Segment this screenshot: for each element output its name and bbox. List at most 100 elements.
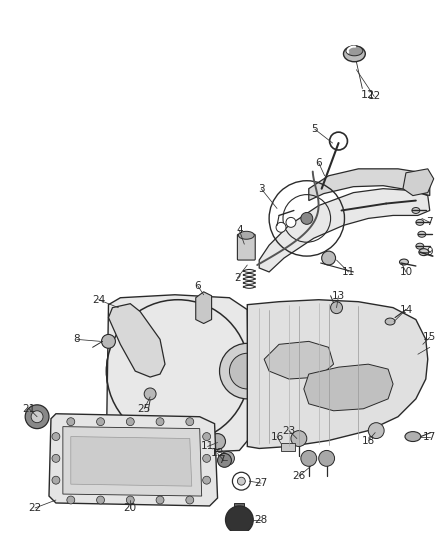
Circle shape	[331, 302, 343, 313]
Circle shape	[67, 418, 75, 426]
Text: 26: 26	[292, 471, 305, 481]
Ellipse shape	[405, 432, 421, 441]
Circle shape	[222, 395, 230, 403]
Ellipse shape	[385, 318, 395, 325]
Polygon shape	[63, 426, 201, 496]
Circle shape	[319, 450, 335, 466]
Circle shape	[220, 451, 234, 465]
Circle shape	[117, 310, 240, 433]
Ellipse shape	[346, 46, 363, 56]
Circle shape	[160, 353, 196, 389]
Text: 12: 12	[367, 92, 381, 101]
Text: 7: 7	[218, 455, 225, 465]
Text: 17: 17	[423, 432, 436, 441]
Circle shape	[174, 312, 182, 320]
Circle shape	[219, 343, 275, 399]
Circle shape	[156, 496, 164, 504]
Circle shape	[201, 319, 210, 327]
Polygon shape	[109, 304, 165, 377]
Circle shape	[148, 341, 208, 401]
Ellipse shape	[416, 220, 424, 225]
Circle shape	[210, 433, 226, 449]
Polygon shape	[304, 364, 393, 411]
Text: 14: 14	[399, 305, 413, 314]
Circle shape	[67, 496, 75, 504]
Circle shape	[201, 415, 210, 423]
Circle shape	[222, 340, 230, 348]
Text: 8: 8	[74, 334, 80, 344]
Circle shape	[102, 334, 116, 348]
FancyBboxPatch shape	[237, 235, 255, 260]
Circle shape	[230, 353, 265, 389]
Text: 27: 27	[254, 478, 268, 488]
Polygon shape	[403, 169, 434, 196]
Circle shape	[146, 319, 154, 327]
Circle shape	[286, 217, 296, 228]
Circle shape	[301, 450, 317, 466]
Circle shape	[126, 418, 134, 426]
Circle shape	[203, 455, 211, 462]
Circle shape	[52, 476, 60, 484]
Text: 3: 3	[258, 184, 265, 193]
Circle shape	[276, 222, 286, 232]
Circle shape	[144, 388, 156, 400]
Polygon shape	[49, 414, 218, 506]
Text: 5: 5	[311, 124, 318, 134]
Circle shape	[126, 496, 134, 504]
Circle shape	[25, 405, 49, 429]
Circle shape	[156, 418, 164, 426]
Text: 23: 23	[283, 426, 296, 435]
Polygon shape	[264, 341, 334, 379]
Ellipse shape	[419, 249, 429, 256]
Text: 25: 25	[138, 404, 151, 414]
Text: 6: 6	[194, 281, 201, 291]
Circle shape	[106, 300, 249, 442]
Text: 11: 11	[342, 267, 355, 277]
Circle shape	[203, 433, 211, 440]
Polygon shape	[196, 292, 212, 324]
Text: 20: 20	[124, 503, 137, 513]
Text: 6: 6	[315, 158, 322, 168]
Ellipse shape	[418, 231, 426, 237]
Text: 24: 24	[92, 295, 105, 305]
Text: 11: 11	[201, 441, 214, 451]
Bar	[234, 503, 244, 515]
Circle shape	[52, 455, 60, 462]
Text: 28: 28	[254, 515, 268, 525]
Circle shape	[97, 418, 105, 426]
Circle shape	[186, 496, 194, 504]
Text: 18: 18	[362, 435, 375, 446]
Circle shape	[31, 411, 43, 423]
Circle shape	[97, 496, 105, 504]
Text: 2: 2	[234, 273, 241, 283]
Circle shape	[321, 251, 336, 265]
Bar	[281, 443, 295, 451]
Text: 13: 13	[332, 291, 345, 301]
Text: 15: 15	[423, 333, 436, 342]
Text: 9: 9	[427, 247, 433, 257]
Text: 4: 4	[236, 225, 243, 235]
Ellipse shape	[416, 243, 424, 249]
Polygon shape	[309, 169, 430, 200]
Circle shape	[237, 477, 245, 485]
Circle shape	[132, 326, 223, 417]
Circle shape	[218, 454, 231, 467]
Circle shape	[226, 506, 253, 533]
Circle shape	[186, 418, 194, 426]
Circle shape	[146, 415, 154, 423]
Polygon shape	[247, 300, 428, 448]
Circle shape	[174, 423, 182, 431]
Circle shape	[126, 340, 134, 348]
Ellipse shape	[343, 46, 365, 62]
Text: 22: 22	[28, 503, 42, 513]
Ellipse shape	[412, 207, 420, 213]
Ellipse shape	[238, 231, 254, 239]
Circle shape	[203, 476, 211, 484]
Text: 16: 16	[270, 432, 284, 441]
Circle shape	[368, 423, 384, 439]
Circle shape	[301, 213, 313, 224]
Polygon shape	[71, 437, 192, 486]
Polygon shape	[259, 189, 430, 272]
Text: 10: 10	[399, 267, 413, 277]
Circle shape	[291, 431, 307, 447]
